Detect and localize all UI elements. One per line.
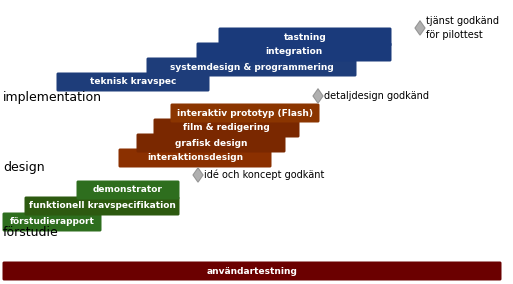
Text: interaktiv prototyp (Flash): interaktiv prototyp (Flash) (177, 108, 313, 118)
FancyBboxPatch shape (76, 181, 180, 199)
Polygon shape (313, 89, 323, 103)
Text: tjänst godkänd
för pilottest: tjänst godkänd för pilottest (426, 16, 499, 39)
Text: design: design (3, 162, 45, 174)
Polygon shape (415, 21, 425, 35)
Text: grafisk design: grafisk design (175, 139, 247, 147)
Text: integration: integration (265, 47, 323, 57)
Text: användartestning: användartestning (207, 266, 298, 275)
Text: interaktionsdesign: interaktionsdesign (147, 153, 243, 162)
FancyBboxPatch shape (170, 103, 320, 122)
Text: detaljdesign godkänd: detaljdesign godkänd (324, 91, 429, 101)
Text: teknisk kravspec: teknisk kravspec (90, 78, 176, 87)
Text: demonstrator: demonstrator (93, 185, 163, 195)
FancyBboxPatch shape (3, 212, 102, 231)
FancyBboxPatch shape (153, 118, 300, 137)
Text: funktionell kravspecifikation: funktionell kravspecifikation (29, 202, 175, 210)
Text: förstudierapport: förstudierapport (10, 218, 94, 227)
Text: tastning: tastning (284, 32, 326, 41)
FancyBboxPatch shape (219, 28, 391, 47)
FancyBboxPatch shape (56, 72, 209, 91)
FancyBboxPatch shape (25, 197, 180, 216)
FancyBboxPatch shape (136, 133, 286, 153)
Polygon shape (193, 168, 203, 182)
Text: implementation: implementation (3, 91, 102, 103)
Text: idé och koncept godkänt: idé och koncept godkänt (204, 170, 324, 180)
FancyBboxPatch shape (119, 149, 271, 168)
Text: film & redigering: film & redigering (183, 124, 270, 133)
Text: förstudie: förstudie (3, 225, 59, 239)
FancyBboxPatch shape (196, 43, 391, 62)
FancyBboxPatch shape (147, 57, 357, 76)
Text: systemdesign & programmering: systemdesign & programmering (170, 62, 333, 72)
FancyBboxPatch shape (3, 262, 502, 281)
